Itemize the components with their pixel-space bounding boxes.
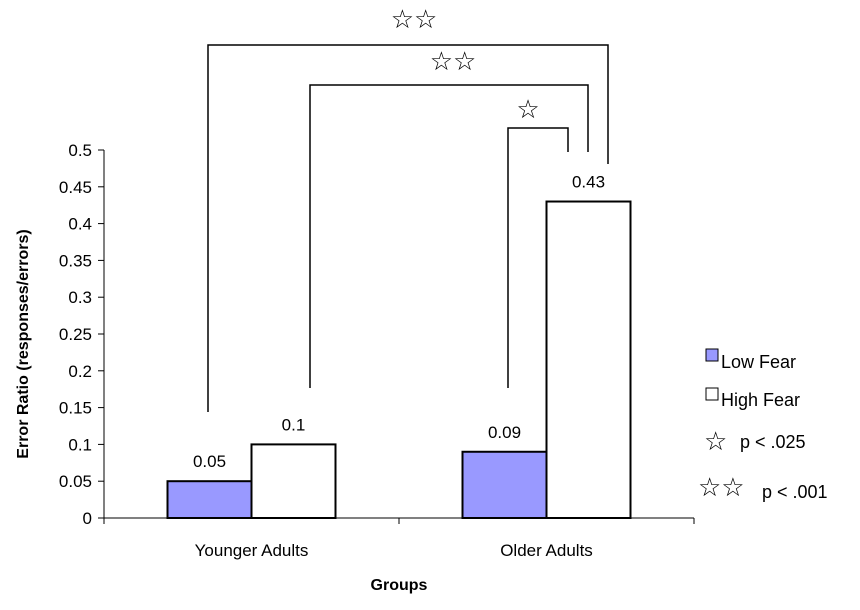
legend-label-p001: p < .001 — [762, 482, 828, 502]
y-tick-label: 0.5 — [68, 141, 92, 160]
x-category-label: Younger Adults — [195, 541, 309, 560]
significance-star-icon: ☆ — [516, 94, 539, 124]
data-labels: 0.05 0.1 0.09 0.43 — [193, 173, 605, 472]
x-axis-ticks: Younger Adults Older Adults — [103, 518, 695, 560]
legend-swatch-high-fear — [705, 387, 719, 401]
y-tick-label: 0 — [83, 509, 92, 528]
legend: Low Fear High Fear ☆ p < .025 ☆☆ p < .00… — [698, 348, 828, 502]
legend-label-p025: p < .025 — [740, 432, 806, 452]
y-tick-label: 0.4 — [68, 215, 92, 234]
significance-star-icon: ☆☆ — [430, 46, 477, 76]
y-axis-ticks: 0 0.05 0.1 0.15 0.2 0.25 0.3 0.35 0.4 0.45 0.5 — [59, 141, 104, 528]
significance-star-icon: ☆☆ — [391, 4, 438, 34]
x-category-label: Older Adults — [500, 541, 593, 560]
y-tick-label: 0.35 — [59, 251, 92, 270]
bar — [545, 200, 632, 520]
data-label: 0.05 — [193, 452, 226, 471]
y-tick-label: 0.3 — [68, 288, 92, 307]
y-tick-label: 0.2 — [68, 362, 92, 381]
bar — [166, 480, 253, 520]
y-tick-label: 0.15 — [59, 399, 92, 418]
legend-label-high-fear: High Fear — [721, 390, 800, 410]
legend-double-star-icon: ☆☆ — [698, 472, 745, 502]
data-label: 0.09 — [488, 423, 521, 442]
significance-bracket — [207, 44, 609, 412]
significance-bracket — [507, 127, 569, 388]
bar — [461, 450, 548, 520]
y-tick-label: 0.25 — [59, 325, 92, 344]
significance-bracket — [309, 84, 589, 388]
data-label: 0.43 — [572, 173, 605, 192]
legend-label-low-fear: Low Fear — [721, 352, 796, 372]
significance-brackets: ☆☆☆☆☆ — [207, 4, 609, 412]
legend-swatch-low-fear — [705, 348, 719, 362]
bars — [166, 200, 632, 520]
y-tick-label: 0.45 — [59, 178, 92, 197]
legend-star-icon: ☆ — [704, 426, 727, 456]
y-axis-title: Error Ratio (responses/errors) — [15, 229, 32, 458]
bar — [250, 443, 337, 519]
x-axis-title: Groups — [371, 577, 428, 594]
y-tick-label: 0.1 — [68, 435, 92, 454]
data-label: 0.1 — [282, 415, 306, 434]
y-tick-label: 0.05 — [59, 472, 92, 491]
